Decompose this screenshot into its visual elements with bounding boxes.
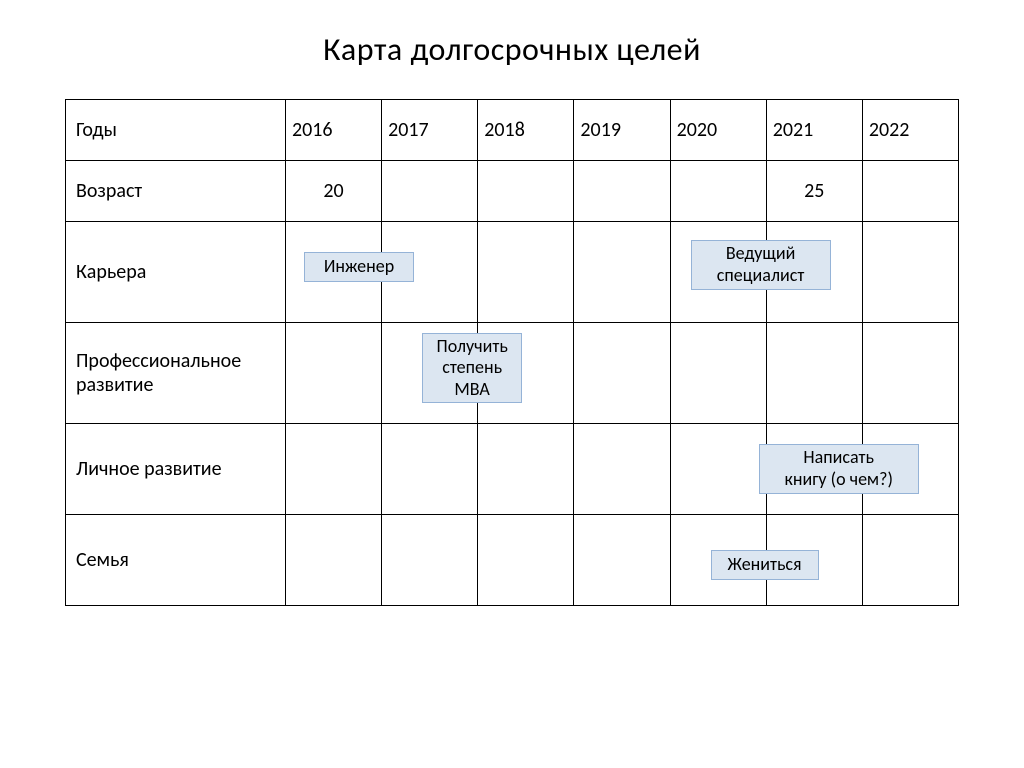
year-header: 2020 — [670, 100, 766, 161]
category-label: Семья — [66, 515, 286, 606]
table-cell — [286, 424, 382, 515]
year-header: 2019 — [574, 100, 670, 161]
table-cell — [670, 323, 766, 424]
year-header: 2022 — [862, 100, 958, 161]
table-cell: Написать книгу (о чем?) — [766, 424, 862, 515]
category-label: Профессиональное развитие — [66, 323, 286, 424]
table-cell — [478, 424, 574, 515]
table-cell — [382, 515, 478, 606]
table-cell — [670, 161, 766, 222]
table-cell: Инженер — [286, 222, 382, 323]
table-cell — [670, 424, 766, 515]
table-head: Годы 2016 2017 2018 2019 2020 2021 2022 — [66, 100, 959, 161]
table-cell: 25 — [766, 161, 862, 222]
table-cell — [862, 515, 958, 606]
year-header: 2021 — [766, 100, 862, 161]
table-cell — [766, 515, 862, 606]
table-cell — [574, 222, 670, 323]
table-row: Личное развитие Написать книгу (о чем?) — [66, 424, 959, 515]
cell-value: 20 — [286, 179, 381, 203]
table-cell — [574, 424, 670, 515]
page-title: Карта долгосрочных целей — [65, 30, 959, 69]
header-years-label: Годы — [66, 100, 286, 161]
table-cell — [478, 222, 574, 323]
table-cell — [478, 161, 574, 222]
year-header: 2016 — [286, 100, 382, 161]
year-header: 2018 — [478, 100, 574, 161]
category-label: Карьера — [66, 222, 286, 323]
table-cell: 20 — [286, 161, 382, 222]
table-cell — [862, 424, 958, 515]
table-row: Профессиональное развитие Получить степен… — [66, 323, 959, 424]
table-cell — [286, 515, 382, 606]
table-row: Семья Жениться — [66, 515, 959, 606]
table-cell: Получить степень MBA — [382, 323, 478, 424]
table-cell — [574, 515, 670, 606]
table-cell — [862, 161, 958, 222]
goals-table: Годы 2016 2017 2018 2019 2020 2021 2022 … — [65, 99, 959, 606]
category-label: Личное развитие — [66, 424, 286, 515]
table-cell — [382, 424, 478, 515]
category-label: Возраст — [66, 161, 286, 222]
table-cell: Жениться — [670, 515, 766, 606]
cell-value: 25 — [767, 179, 862, 203]
table-cell — [766, 222, 862, 323]
table-cell — [286, 323, 382, 424]
table-cell — [382, 161, 478, 222]
table-cell — [862, 222, 958, 323]
table-cell — [766, 323, 862, 424]
page: Карта долгосрочных целей Годы 2016 2017 … — [0, 0, 1024, 768]
table-cell — [382, 222, 478, 323]
table-cell — [574, 323, 670, 424]
table-body: Возраст20 25 КарьераИнженер Ведущий специал… — [66, 161, 959, 606]
header-row: Годы 2016 2017 2018 2019 2020 2021 2022 — [66, 100, 959, 161]
year-header: 2017 — [382, 100, 478, 161]
table-row: Возраст20 25 — [66, 161, 959, 222]
table-cell — [574, 161, 670, 222]
table-cell — [478, 323, 574, 424]
table-cell — [478, 515, 574, 606]
table-cell — [862, 323, 958, 424]
table-row: КарьераИнженер Ведущий специалист — [66, 222, 959, 323]
table-cell: Ведущий специалист — [670, 222, 766, 323]
